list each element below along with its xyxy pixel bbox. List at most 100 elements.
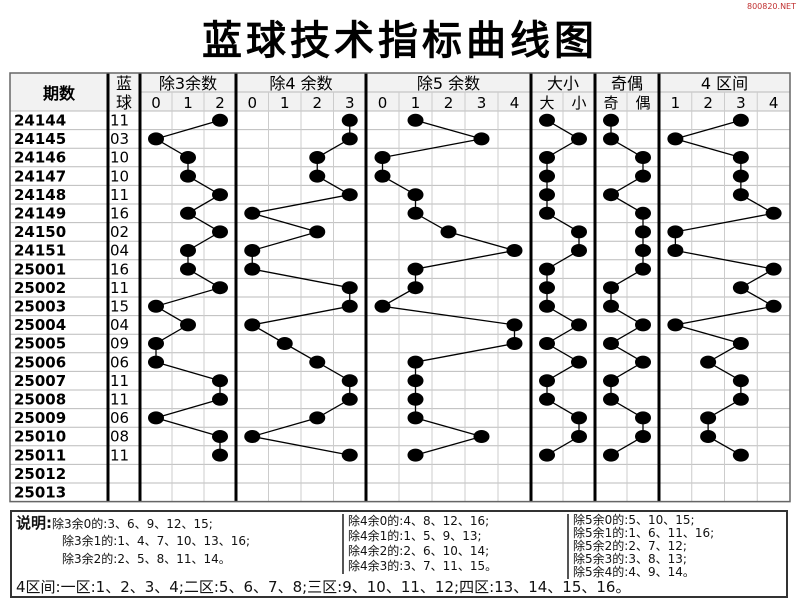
column-header: 1 (411, 94, 421, 112)
data-dot (148, 355, 164, 369)
data-dot (180, 262, 196, 276)
data-dot (341, 281, 358, 295)
legend-line: 除3余1的:1、4、7、10、13、16; (62, 534, 251, 548)
period-cell: 25007 (14, 372, 66, 390)
ball-cell: 06 (110, 353, 129, 371)
data-dot (407, 262, 424, 276)
ball-cell: 11 (110, 279, 129, 297)
column-header: 0 (378, 94, 388, 112)
data-dot (603, 392, 619, 406)
ball-cell: 15 (110, 298, 129, 316)
data-dot (180, 244, 196, 257)
data-dot (732, 113, 749, 127)
data-dot (603, 337, 619, 350)
data-dot (473, 430, 490, 443)
period-cell: 24146 (14, 149, 66, 167)
data-dot (180, 169, 196, 183)
period-cell: 24147 (14, 167, 66, 185)
data-dot (700, 430, 717, 443)
data-dot (732, 188, 749, 202)
ball-cell: 16 (110, 260, 129, 278)
data-dot (407, 206, 424, 220)
section-header-oe: 奇偶 (611, 74, 643, 93)
data-dot (667, 225, 684, 239)
data-dot (603, 299, 619, 313)
period-cell: 25009 (14, 409, 66, 427)
column-header: 0 (247, 94, 257, 112)
legend-line: 除5余2的:2、7、12; (573, 539, 687, 553)
data-dot (603, 113, 619, 127)
column-header: 2 (444, 94, 454, 112)
ball-cell: 16 (110, 205, 129, 223)
data-dot (309, 169, 326, 183)
data-dot (539, 448, 555, 462)
data-dot (667, 244, 684, 257)
period-cell: 25013 (14, 484, 66, 502)
data-dot (341, 392, 358, 406)
data-dot (341, 448, 358, 462)
period-cell: 25003 (14, 298, 66, 316)
section-header-mod5: 除5 余数 (417, 74, 480, 93)
data-dot (212, 392, 228, 406)
ball-cell: 11 (110, 391, 129, 409)
header-ball: 球 (116, 93, 132, 112)
ball-cell: 10 (110, 149, 129, 167)
data-dot (180, 151, 196, 164)
data-dot (539, 206, 555, 220)
data-dot (732, 448, 749, 462)
data-dot (440, 225, 457, 239)
column-header: 1 (671, 94, 681, 112)
data-dot (212, 448, 228, 462)
data-dot (539, 188, 555, 202)
data-dot (667, 132, 684, 146)
legend-mod5: 除5余0的:5、10、15; 除5余1的:1、6、11、16; 除5余2的:2、… (567, 514, 714, 579)
period-cell: 24144 (14, 112, 66, 130)
ball-cell: 04 (110, 242, 129, 260)
legend-label: 说明: (16, 514, 52, 532)
data-dot (212, 281, 228, 295)
data-dot (309, 225, 326, 239)
legend-line: 除5余4的:4、9、14。 (573, 565, 695, 579)
data-dot (180, 318, 196, 332)
period-cell: 25010 (14, 428, 66, 446)
column-header: 3 (345, 94, 355, 112)
data-dot (374, 169, 391, 183)
period-cell: 25004 (14, 316, 66, 334)
column-header: 1 (183, 94, 193, 112)
data-dot (635, 244, 651, 257)
legend-line: 除5余3的:3、8、13; (573, 552, 687, 566)
data-dot (603, 281, 619, 295)
data-dot (635, 355, 651, 369)
data-dot (539, 299, 555, 313)
data-dot (407, 411, 424, 425)
column-header: 偶 (635, 94, 650, 112)
data-dot (732, 392, 749, 406)
data-dot (309, 151, 326, 164)
data-dot (244, 244, 261, 257)
data-dot (539, 374, 555, 388)
header-ball: 蓝 (116, 74, 132, 93)
data-dot (635, 411, 651, 425)
ball-cell: 03 (110, 130, 129, 148)
data-dot (571, 225, 587, 239)
legend-line: 除3余0的:3、6、9、12、15; (52, 517, 213, 531)
period-cell: 25012 (14, 465, 66, 483)
data-dot (635, 318, 651, 332)
data-dot (244, 430, 261, 443)
legend: 说明:除3余0的:3、6、9、12、15; 除3余1的:1、4、7、10、13、… (10, 510, 788, 598)
legend-line: 除4余1的:1、5、9、13; (348, 529, 482, 543)
column-header: 0 (151, 94, 161, 112)
period-cell: 24151 (14, 242, 66, 260)
data-dot (732, 151, 749, 164)
ball-cell: 11 (110, 446, 129, 464)
data-dot (341, 374, 358, 388)
legend-line: 除5余1的:1、6、11、16; (573, 526, 715, 540)
data-dot (212, 188, 228, 202)
data-dot (148, 411, 164, 425)
data-dot (407, 392, 424, 406)
ball-cell: 11 (110, 112, 129, 130)
data-dot (765, 299, 782, 313)
period-cell: 24149 (14, 205, 66, 223)
data-dot (341, 188, 358, 202)
data-dot (374, 151, 391, 164)
